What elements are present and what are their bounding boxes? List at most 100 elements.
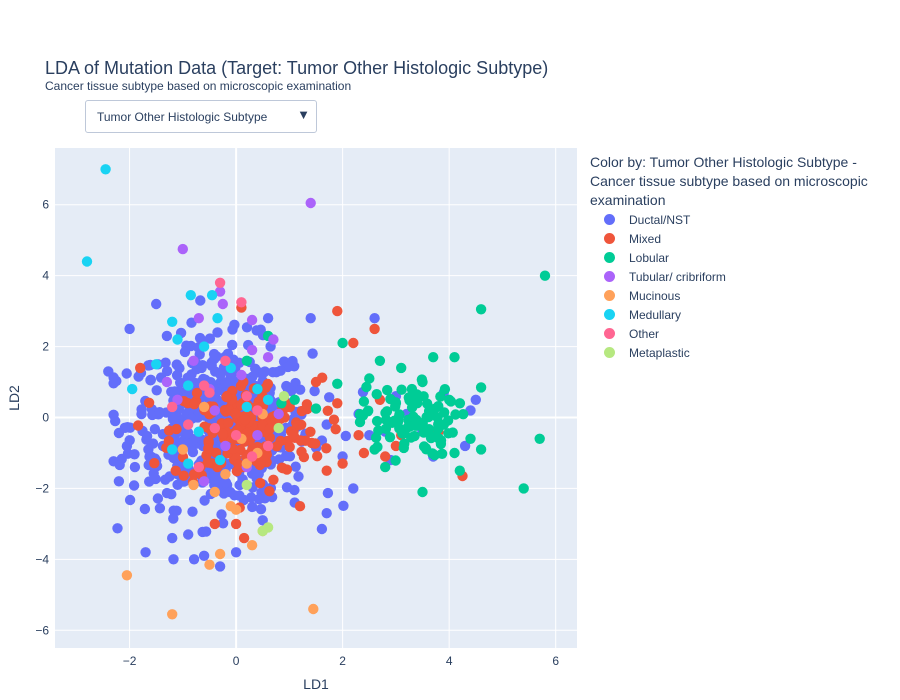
- scatter-point: [209, 518, 220, 530]
- y-axis-label: LD2: [6, 385, 22, 411]
- scatter-point: [305, 426, 316, 437]
- scatter-point: [167, 532, 178, 544]
- scatter-point: [238, 532, 250, 544]
- scatter-point: [198, 476, 210, 487]
- scatter-point: [277, 463, 289, 474]
- scatter-point: [230, 430, 242, 441]
- scatter-point: [208, 348, 220, 360]
- scatter-point: [81, 256, 93, 267]
- scatter-point: [193, 313, 204, 324]
- scatter-point: [171, 370, 183, 381]
- legend-item[interactable]: Mucinous: [590, 286, 895, 305]
- scatter-point: [124, 323, 135, 335]
- y-tick-label: −6: [35, 623, 49, 637]
- legend-items: Ductal/NST Mixed Lobular Tubular/ cribrifor…: [590, 210, 895, 362]
- scatter-point: [257, 515, 268, 526]
- legend-item[interactable]: Medullary: [590, 305, 895, 324]
- scatter-point: [185, 290, 196, 301]
- scatter-point: [108, 378, 119, 389]
- scatter-point: [128, 480, 140, 491]
- scatter-point: [264, 423, 275, 434]
- scatter-point: [386, 417, 398, 428]
- scatter-point: [212, 327, 223, 338]
- legend-item[interactable]: Tubular/ cribriform: [590, 267, 895, 286]
- legend-item[interactable]: Other: [590, 324, 895, 343]
- scatter-point: [475, 304, 487, 315]
- scatter-point: [223, 417, 234, 428]
- legend-label: Mucinous: [629, 288, 681, 303]
- scatter-point: [262, 313, 274, 324]
- series-5: [81, 164, 274, 469]
- scatter-point: [358, 447, 370, 459]
- scatter-point: [167, 316, 178, 327]
- scatter-point: [246, 540, 258, 551]
- scatter-point: [268, 474, 279, 485]
- legend-label: Tubular/ cribriform: [629, 269, 726, 284]
- legend-swatch: [604, 214, 615, 225]
- y-tick-label: −2: [35, 481, 49, 495]
- scatter-point: [100, 164, 111, 175]
- scatter-point: [252, 405, 263, 416]
- scatter-point: [518, 483, 529, 494]
- scatter-point: [214, 561, 226, 572]
- scatter-point: [236, 297, 247, 308]
- scatter-point: [183, 380, 194, 391]
- legend-item[interactable]: Mixed: [590, 229, 895, 248]
- scatter-point: [209, 486, 220, 498]
- scatter-point: [214, 286, 226, 297]
- scatter-point: [244, 435, 255, 446]
- legend-swatch: [604, 328, 615, 339]
- scatter-point: [369, 313, 380, 324]
- scatter-point: [225, 501, 236, 512]
- scatter-point: [151, 298, 162, 310]
- scatter-point: [225, 362, 236, 374]
- dropdown-selected-label: Tumor Other Histologic Subtype: [97, 109, 268, 124]
- scatter-point: [151, 385, 162, 396]
- scatter-point: [257, 525, 268, 537]
- scatter-point: [220, 469, 231, 480]
- scatter-point: [348, 483, 359, 494]
- scatter-point: [136, 404, 147, 415]
- scatter-point: [143, 360, 154, 371]
- triangle-down-icon[interactable]: ▼: [297, 107, 310, 122]
- scatter-point: [454, 398, 466, 409]
- scatter-point: [255, 504, 267, 515]
- scatter-point: [198, 550, 210, 561]
- color-by-dropdown[interactable]: Tumor Other Histologic Subtype ▼: [85, 100, 317, 133]
- scatter-point: [353, 430, 364, 441]
- scatter-point: [168, 513, 179, 524]
- scatter-point: [380, 461, 391, 473]
- legend-item[interactable]: Ductal/NST: [590, 210, 895, 229]
- scatter-point: [161, 376, 173, 388]
- scatter-point: [332, 378, 343, 389]
- series-2: [241, 270, 551, 498]
- scatter-point: [470, 394, 481, 405]
- scatter-point: [307, 348, 318, 359]
- scatter-point: [305, 313, 316, 324]
- scatter-point: [183, 427, 194, 439]
- scatter-point: [252, 383, 263, 395]
- scatter-point: [241, 458, 252, 469]
- scatter-point: [241, 391, 252, 402]
- scatter-point: [407, 397, 418, 409]
- scatter-point: [310, 438, 321, 449]
- scatter-point: [417, 376, 428, 388]
- scatter-point: [390, 455, 401, 466]
- scatter-point: [337, 337, 348, 349]
- scatter-point: [293, 471, 304, 482]
- scatter-point: [191, 387, 203, 399]
- scatter-point: [221, 391, 232, 403]
- legend-item[interactable]: Lobular: [590, 248, 895, 267]
- scatter-point: [168, 554, 179, 565]
- scatter-point: [281, 482, 293, 493]
- legend-item[interactable]: Metaplastic: [590, 343, 895, 362]
- scatter-point: [143, 397, 155, 408]
- scatter-point: [189, 399, 200, 410]
- scatter-point: [316, 523, 328, 535]
- scatter-point: [103, 366, 114, 377]
- series-6: [167, 277, 274, 473]
- y-tick-labels: −6 −4 −2 0 2 4 6: [35, 198, 49, 638]
- scatter-point: [149, 458, 160, 469]
- scatter-point: [241, 479, 252, 491]
